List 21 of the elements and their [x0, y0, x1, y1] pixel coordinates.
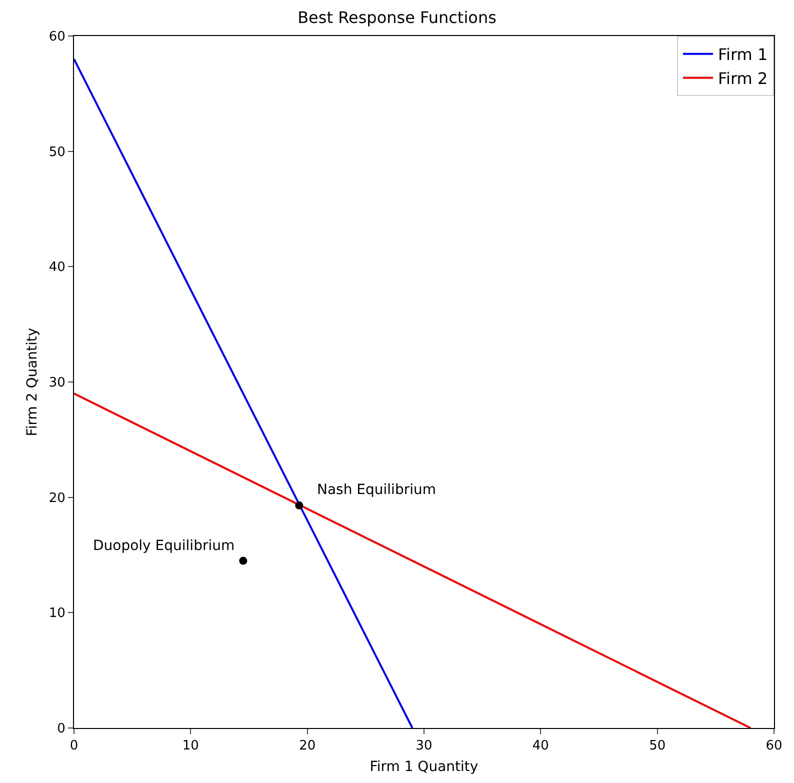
x-tick-label: 30 — [416, 738, 432, 754]
y-tick-label: 30 — [48, 376, 66, 391]
x-axis-title: Firm 1 Quantity — [370, 758, 478, 775]
x-tick-label: 40 — [532, 738, 549, 754]
x-tick-label: 60 — [766, 738, 782, 754]
y-tick-label: 60 — [48, 30, 66, 45]
y-tick-label: 20 — [48, 490, 66, 506]
legend-label: Firm 1 — [718, 45, 768, 64]
x-tick-label: 0 — [70, 738, 78, 754]
y-axis-title: Firm 2 Quantity — [24, 328, 40, 436]
x-tick-label: 10 — [182, 738, 199, 754]
y-tick-label: 50 — [48, 144, 66, 160]
y-tick-label: 10 — [48, 606, 66, 622]
annotation: Nash Equilibrium — [317, 482, 436, 498]
annotation: Duopoly Equilibrium — [93, 538, 235, 554]
y-tick-label: 0 — [57, 722, 66, 737]
legend-label: Firm 2 — [718, 68, 768, 88]
x-tick-label: 20 — [299, 738, 316, 754]
chart-title: Best Response Functions — [298, 8, 496, 27]
x-tick-label: 50 — [649, 738, 666, 754]
y-tick-label: 40 — [48, 260, 66, 276]
